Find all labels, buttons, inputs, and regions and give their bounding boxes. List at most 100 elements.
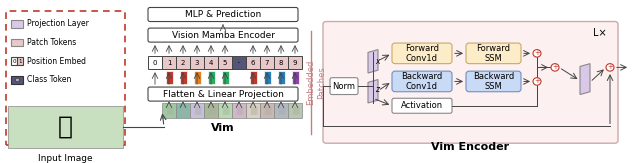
Text: Flatten & Linear Projection: Flatten & Linear Projection xyxy=(163,90,284,99)
FancyBboxPatch shape xyxy=(12,39,24,46)
Text: 1: 1 xyxy=(19,59,22,64)
FancyBboxPatch shape xyxy=(166,71,173,84)
FancyBboxPatch shape xyxy=(12,20,24,28)
Polygon shape xyxy=(580,64,590,95)
Text: ▓: ▓ xyxy=(194,106,200,115)
Text: 0: 0 xyxy=(13,59,16,64)
Text: +: + xyxy=(607,64,613,70)
FancyBboxPatch shape xyxy=(8,106,123,148)
FancyBboxPatch shape xyxy=(6,11,125,145)
Polygon shape xyxy=(368,50,378,73)
FancyBboxPatch shape xyxy=(323,22,618,143)
FancyBboxPatch shape xyxy=(260,103,274,118)
FancyBboxPatch shape xyxy=(246,56,260,69)
FancyBboxPatch shape xyxy=(278,71,285,84)
FancyBboxPatch shape xyxy=(232,103,246,118)
Text: Activation: Activation xyxy=(401,101,443,110)
Text: ·: · xyxy=(237,58,241,68)
FancyBboxPatch shape xyxy=(17,58,24,65)
Circle shape xyxy=(533,50,541,57)
Text: ▓: ▓ xyxy=(221,106,228,115)
Text: Vim: Vim xyxy=(211,123,235,133)
FancyBboxPatch shape xyxy=(250,71,257,84)
FancyBboxPatch shape xyxy=(148,28,298,42)
FancyBboxPatch shape xyxy=(176,56,190,69)
Circle shape xyxy=(606,64,614,71)
Text: 7: 7 xyxy=(265,60,269,66)
Text: x: x xyxy=(375,57,380,66)
Text: 5: 5 xyxy=(223,60,227,66)
FancyBboxPatch shape xyxy=(288,56,302,69)
FancyBboxPatch shape xyxy=(204,103,218,118)
Text: +: + xyxy=(534,78,540,84)
FancyBboxPatch shape xyxy=(330,78,358,95)
Text: Forward
Conv1d: Forward Conv1d xyxy=(405,44,439,63)
FancyBboxPatch shape xyxy=(246,103,260,118)
Text: Backward
SSM: Backward SSM xyxy=(473,72,514,91)
FancyBboxPatch shape xyxy=(292,71,299,84)
FancyBboxPatch shape xyxy=(190,56,204,69)
Text: z: z xyxy=(375,85,379,94)
Text: ▓: ▓ xyxy=(166,106,172,115)
FancyBboxPatch shape xyxy=(392,98,452,113)
FancyBboxPatch shape xyxy=(288,103,302,118)
FancyBboxPatch shape xyxy=(260,56,274,69)
FancyBboxPatch shape xyxy=(12,58,17,65)
Text: ▓: ▓ xyxy=(208,106,214,115)
FancyBboxPatch shape xyxy=(392,43,452,64)
Text: Input Image: Input Image xyxy=(38,154,93,163)
FancyBboxPatch shape xyxy=(148,56,162,69)
FancyBboxPatch shape xyxy=(274,56,288,69)
Text: Vision Mamba Encoder: Vision Mamba Encoder xyxy=(172,31,275,40)
Text: +: + xyxy=(534,50,540,56)
Text: 4: 4 xyxy=(209,60,213,66)
Text: 0: 0 xyxy=(153,60,157,66)
Text: Patch Tokens: Patch Tokens xyxy=(28,38,77,47)
FancyBboxPatch shape xyxy=(194,71,201,84)
Text: ▓: ▓ xyxy=(180,106,186,115)
Text: 6: 6 xyxy=(251,60,255,66)
FancyBboxPatch shape xyxy=(232,56,246,69)
Text: ▓: ▓ xyxy=(292,106,298,115)
Text: 3: 3 xyxy=(195,60,199,66)
Polygon shape xyxy=(368,80,378,103)
FancyBboxPatch shape xyxy=(148,7,298,22)
Text: 🐉: 🐉 xyxy=(58,115,73,139)
FancyBboxPatch shape xyxy=(176,103,190,118)
Text: 9: 9 xyxy=(292,60,297,66)
Text: Norm: Norm xyxy=(333,82,355,91)
Circle shape xyxy=(533,78,541,85)
Text: MLP & Prediction: MLP & Prediction xyxy=(185,10,261,19)
Circle shape xyxy=(15,78,19,82)
Text: Position Embed: Position Embed xyxy=(28,57,86,66)
FancyBboxPatch shape xyxy=(274,103,288,118)
FancyBboxPatch shape xyxy=(12,76,24,84)
Text: 1: 1 xyxy=(167,60,172,66)
Text: Class Token: Class Token xyxy=(28,75,72,84)
Text: ▓: ▓ xyxy=(250,106,256,115)
FancyBboxPatch shape xyxy=(190,103,204,118)
Text: ▓: ▓ xyxy=(278,106,284,115)
FancyBboxPatch shape xyxy=(204,56,218,69)
FancyBboxPatch shape xyxy=(208,71,215,84)
Text: +: + xyxy=(552,64,558,70)
FancyBboxPatch shape xyxy=(218,56,232,69)
Text: L×: L× xyxy=(593,28,607,38)
FancyBboxPatch shape xyxy=(180,71,187,84)
Text: Vim Encoder: Vim Encoder xyxy=(431,142,509,152)
Text: 2: 2 xyxy=(181,60,185,66)
Text: 8: 8 xyxy=(279,60,284,66)
FancyBboxPatch shape xyxy=(218,103,232,118)
FancyBboxPatch shape xyxy=(466,71,521,92)
Text: Embedded
Patches: Embedded Patches xyxy=(307,60,326,105)
Text: ▓: ▓ xyxy=(236,106,243,115)
FancyBboxPatch shape xyxy=(264,71,271,84)
FancyBboxPatch shape xyxy=(466,43,521,64)
Text: Backward
Conv1d: Backward Conv1d xyxy=(401,72,443,91)
FancyBboxPatch shape xyxy=(162,103,176,118)
FancyBboxPatch shape xyxy=(222,71,229,84)
Text: Forward
SSM: Forward SSM xyxy=(477,44,511,63)
Text: ▓: ▓ xyxy=(264,106,270,115)
FancyBboxPatch shape xyxy=(162,56,176,69)
Text: Projection Layer: Projection Layer xyxy=(28,19,89,28)
